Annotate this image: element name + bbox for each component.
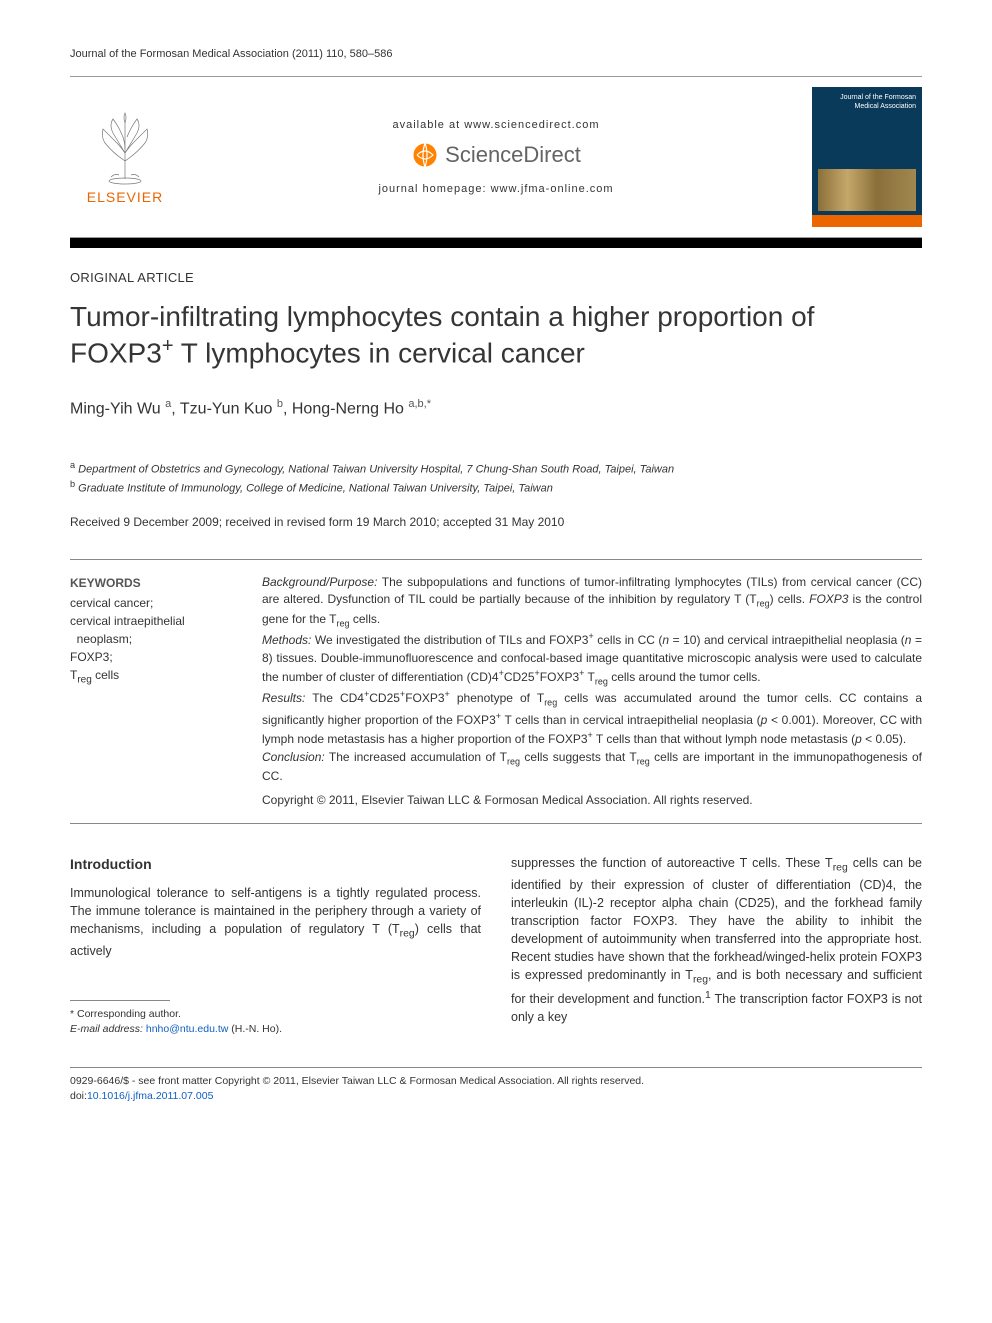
intro-paragraph-left: Immunological tolerance to self-antigens…	[70, 884, 481, 960]
journal-header-bar: ELSEVIER available at www.sciencedirect.…	[70, 76, 922, 238]
abstract-methods: Methods: We investigated the distributio…	[262, 630, 922, 688]
affiliations: a Department of Obstetrics and Gynecolog…	[70, 459, 922, 497]
keyword-item: cervical intraepithelial neoplasm;	[70, 612, 238, 648]
corr-email-line: E-mail address: hnho@ntu.edu.tw (H.-N. H…	[70, 1022, 481, 1037]
authors-line: Ming-Yih Wu a, Tzu-Yun Kuo b, Hong-Nerng…	[70, 398, 922, 418]
elsevier-tree-icon	[91, 109, 159, 187]
sciencedirect-ball-icon	[411, 141, 439, 169]
elsevier-wordmark: ELSEVIER	[87, 189, 163, 205]
keywords-heading: KEYWORDS	[70, 574, 238, 592]
article-title: Tumor-infiltrating lymphocytes contain a…	[70, 299, 922, 370]
affiliation-a-text: Department of Obstetrics and Gynecology,…	[78, 463, 674, 475]
author-3: Hong-Nerng Ho	[292, 401, 404, 418]
abstract-background: Background/Purpose: The subpopulations a…	[262, 574, 922, 630]
journal-homepage-text: journal homepage: www.jfma-online.com	[190, 183, 802, 195]
intro-paragraph-right: suppresses the function of autoreactive …	[511, 854, 922, 1026]
available-at-text: available at www.sciencedirect.com	[190, 119, 802, 131]
abstract-copyright: Copyright © 2011, Elsevier Taiwan LLC & …	[262, 792, 922, 809]
corresponding-divider	[70, 1000, 170, 1001]
title-part-2: T lymphocytes in cervical cancer	[174, 337, 585, 368]
footer-doi-line: doi:10.1016/j.jfma.2011.07.005	[70, 1089, 922, 1105]
footer-copyright: 0929-6646/$ - see front matter Copyright…	[70, 1074, 922, 1090]
methods-label: Methods:	[262, 633, 311, 647]
doi-link[interactable]: 10.1016/j.jfma.2011.07.005	[87, 1090, 214, 1102]
email-link[interactable]: hnho@ntu.edu.tw	[146, 1023, 228, 1035]
affiliation-b-text: Graduate Institute of Immunology, Colleg…	[78, 482, 553, 494]
doi-prefix: doi:	[70, 1090, 87, 1102]
keyword-item: cervical cancer;	[70, 594, 238, 612]
keywords-column: KEYWORDS cervical cancer; cervical intra…	[70, 574, 238, 809]
journal-cover-image	[818, 169, 916, 211]
introduction-heading: Introduction	[70, 854, 481, 874]
article-dates: Received 9 December 2009; received in re…	[70, 515, 922, 529]
corr-label: * Corresponding author.	[70, 1007, 481, 1022]
author-2: Tzu-Yun Kuo	[180, 401, 273, 418]
header-center: available at www.sciencedirect.com Scien…	[180, 119, 812, 195]
conclusion-label: Conclusion:	[262, 750, 325, 764]
running-header: Journal of the Formosan Medical Associat…	[70, 48, 922, 60]
results-label: Results:	[262, 691, 305, 705]
body-column-left: Introduction Immunological tolerance to …	[70, 854, 481, 1037]
journal-cover-stripe	[812, 215, 922, 227]
keyword-item: Treg cells	[70, 666, 238, 687]
sciencedirect-logo: ScienceDirect	[411, 141, 581, 169]
author-1-affil: a	[165, 398, 171, 410]
title-superscript: +	[162, 335, 174, 357]
footer-text: 0929-6646/$ - see front matter Copyright…	[70, 1074, 922, 1106]
author-3-affil: a,b,*	[408, 398, 431, 410]
abstract-results: Results: The CD4+CD25+FOXP3+ phenotype o…	[262, 688, 922, 748]
journal-cover-title: Journal of the Formosan Medical Associat…	[818, 93, 916, 111]
abstract-conclusion: Conclusion: The increased accumulation o…	[262, 749, 922, 786]
abstract-column: Background/Purpose: The subpopulations a…	[262, 574, 922, 809]
email-label: E-mail address:	[70, 1023, 143, 1035]
corresponding-author-note: * Corresponding author. E-mail address: …	[70, 1007, 481, 1036]
sciencedirect-text: ScienceDirect	[445, 142, 581, 168]
keyword-item: FOXP3;	[70, 648, 238, 666]
journal-cover-thumbnail: Journal of the Formosan Medical Associat…	[812, 87, 922, 227]
footer-divider	[70, 1067, 922, 1068]
abstract-box: KEYWORDS cervical cancer; cervical intra…	[70, 559, 922, 824]
background-label: Background/Purpose:	[262, 575, 377, 589]
affiliation-a: a Department of Obstetrics and Gynecolog…	[70, 459, 922, 478]
email-suffix: (H.-N. Ho).	[228, 1023, 282, 1035]
author-1: Ming-Yih Wu	[70, 401, 161, 418]
elsevier-logo-block: ELSEVIER	[70, 109, 180, 205]
article-type: ORIGINAL ARTICLE	[70, 270, 922, 285]
black-divider-bar	[70, 238, 922, 248]
author-2-affil: b	[277, 398, 283, 410]
body-column-right: suppresses the function of autoreactive …	[511, 854, 922, 1037]
body-columns: Introduction Immunological tolerance to …	[70, 854, 922, 1037]
affiliation-b: b Graduate Institute of Immunology, Coll…	[70, 478, 922, 497]
